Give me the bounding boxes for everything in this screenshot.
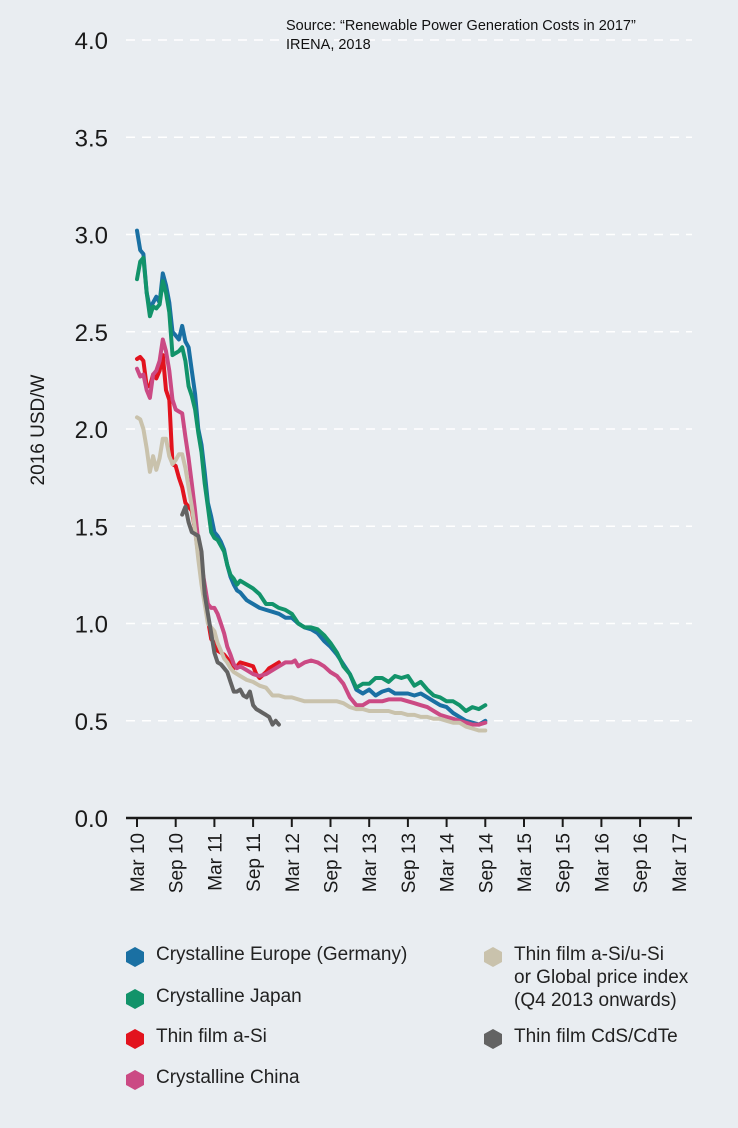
x-tick-label: Mar 17 <box>670 833 691 892</box>
source-line-2: IRENA, 2018 <box>286 37 371 53</box>
x-tick-label: Mar 14 <box>438 833 459 893</box>
x-tick-label: Sep 12 <box>322 833 343 893</box>
x-tick-label: Sep 15 <box>554 833 575 893</box>
series-line-3 <box>135 337 488 727</box>
y-tick-label: 4.0 <box>75 28 108 55</box>
x-tick-label: Mar 16 <box>592 833 613 892</box>
y-tick-label: 2.5 <box>75 320 108 347</box>
x-tick-label: Mar 10 <box>128 833 149 892</box>
series-line-1 <box>135 255 488 713</box>
series-lines <box>135 228 488 733</box>
x-tick-label: Mar 13 <box>360 833 381 892</box>
x-tick-label: Sep 16 <box>631 833 652 893</box>
x-tick-label: Sep 10 <box>167 833 188 893</box>
y-axis-ticks: 0.0 0.5 1.0 1.5 2.0 2.5 3.0 3.5 4.0 <box>75 28 108 833</box>
x-tick-label: Sep 13 <box>399 833 420 893</box>
y-tick-label: 3.5 <box>75 125 108 152</box>
y-tick-label: 0.5 <box>75 709 108 736</box>
y-tick-label: 1.5 <box>75 514 108 541</box>
x-tick-label: Sep 14 <box>476 833 497 894</box>
grid-lines <box>126 39 692 722</box>
y-tick-label: 3.0 <box>75 223 108 250</box>
y-axis-label: 2016 USD/W <box>28 374 49 485</box>
x-tick-label: Mar 15 <box>515 833 536 892</box>
y-tick-label: 0.0 <box>75 806 108 833</box>
y-tick-label: 2.0 <box>75 417 108 444</box>
x-tick-label: Mar 11 <box>205 833 226 891</box>
x-tick-label: Sep 11 <box>244 833 265 892</box>
series-line-4 <box>135 415 488 733</box>
y-tick-label: 1.0 <box>75 612 108 639</box>
series-line-0 <box>135 228 488 727</box>
source-line-1: Source: “Renewable Power Generation Cost… <box>286 18 636 34</box>
source-note: Source: “Renewable Power Generation Cost… <box>286 17 636 55</box>
x-axis: Mar 10 Sep 10 Mar 11 Sep 11 Mar 12 Sep 12 Mar … <box>126 816 692 894</box>
series-line-5 <box>180 504 281 727</box>
x-tick-label: Mar 12 <box>283 833 304 892</box>
